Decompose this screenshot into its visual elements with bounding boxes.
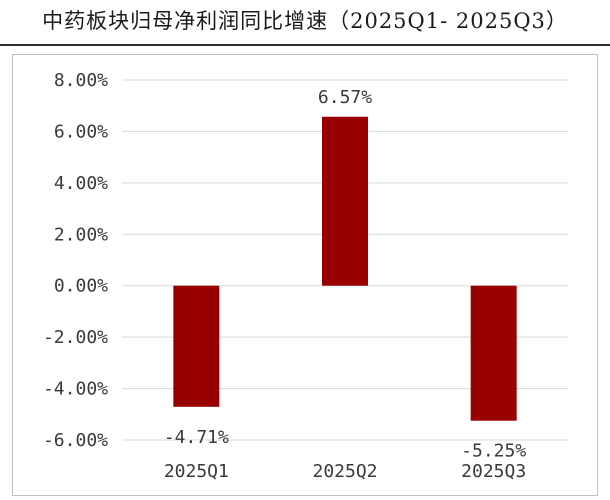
x-axis-categories: 2025Q1 2025Q2 2025Q3 [164, 461, 526, 482]
chart-frame [12, 54, 598, 496]
bars [173, 116, 517, 421]
x-category-label: 2025Q3 [461, 461, 526, 482]
y-tick-label: 6.00% [54, 121, 108, 142]
y-tick-label: -6.00% [43, 430, 108, 451]
x-category-label: 2025Q1 [164, 461, 229, 482]
y-tick-label: -4.00% [43, 379, 108, 400]
bar-2025q2 [322, 116, 368, 286]
bar-2025q3 [470, 285, 517, 421]
chart-title: 中药板块归母净利润同比增速（2025Q1- 2025Q3） [42, 9, 568, 33]
y-tick-label: 2.00% [54, 224, 108, 245]
data-label-2025q1: -4.71% [164, 427, 229, 448]
y-tick-label: 0.00% [54, 276, 108, 297]
data-label-2025q3: -5.25% [461, 441, 526, 462]
y-axis-ticks: 8.00% 6.00% 4.00% 2.00% 0.00% -2.00% -4.00% -6.… [43, 70, 108, 451]
y-tick-label: 4.00% [54, 173, 108, 194]
data-labels: -4.71% 6.57% -5.25% [164, 87, 527, 462]
data-label-2025q2: 6.57% [318, 87, 372, 108]
bar-2025q1 [173, 285, 220, 407]
title-divider [0, 44, 610, 46]
x-category-label: 2025Q2 [312, 461, 377, 482]
y-tick-label: 8.00% [54, 70, 108, 91]
y-tick-label: -2.00% [43, 327, 108, 348]
